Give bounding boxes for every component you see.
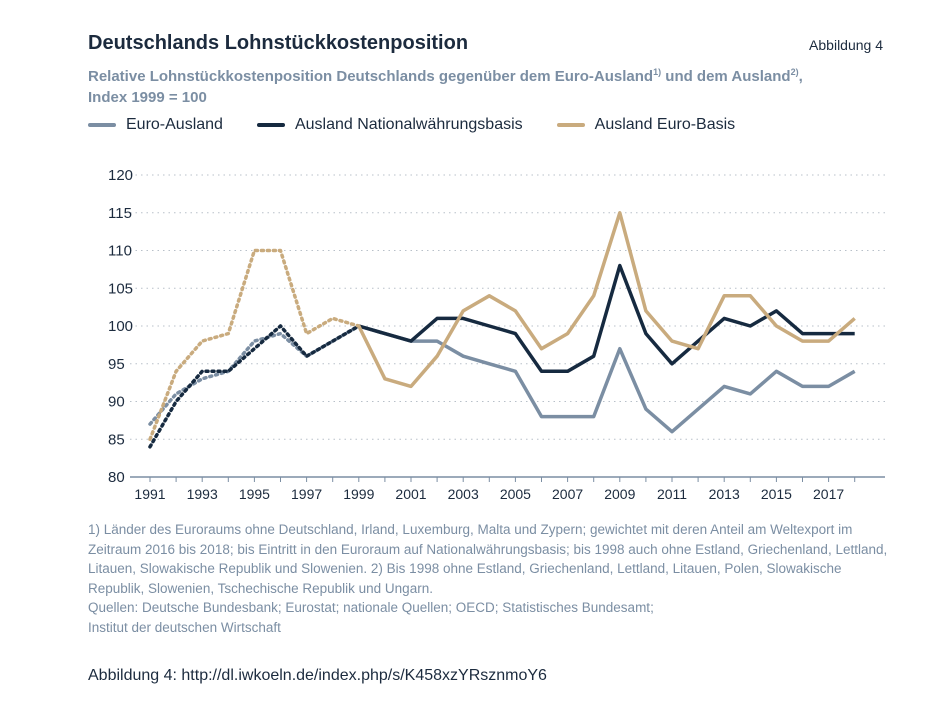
legend-swatch-ausland-national bbox=[256, 123, 285, 127]
line-chart: 80 85 90 95 100 105 110 115 120 1991 1993 1995 1997 1… bbox=[108, 167, 885, 502]
footnote: 1) Länder des Euroraums ohne Deutschland… bbox=[88, 520, 888, 637]
series-line-euro-ausland-dotted bbox=[148, 324, 361, 426]
legend-swatch-ausland-euro bbox=[556, 123, 585, 127]
x-tick-label: 2003 bbox=[448, 486, 479, 502]
series-line-ausland-euro-dotted bbox=[148, 248, 361, 442]
x-tick-label: 2015 bbox=[761, 486, 792, 502]
subtitle-footnote-ref-1: 1) bbox=[653, 67, 662, 77]
x-tick-label: 1991 bbox=[134, 486, 165, 502]
chart-legend: Euro-Ausland Ausland Nationalwährungsbas… bbox=[88, 116, 769, 134]
y-tick-label: 100 bbox=[108, 318, 133, 335]
legend-label-euro-ausland: Euro-Ausland bbox=[126, 116, 223, 133]
series-line-euro-ausland bbox=[358, 324, 856, 434]
subtitle-text-1: Relative Lohnstückkostenposition Deutsch… bbox=[88, 68, 654, 85]
y-tick-label: 120 bbox=[108, 167, 133, 184]
subtitle-text-2: und dem Ausland bbox=[661, 68, 791, 85]
y-tick-label: 80 bbox=[108, 469, 125, 486]
series-line-ausland-euro bbox=[357, 211, 856, 389]
x-tick-label: 2009 bbox=[604, 486, 635, 502]
chart-title: Deutschlands Lohnstückkostenposition bbox=[88, 32, 469, 54]
legend-item-euro-ausland: Euro-Ausland bbox=[88, 116, 223, 134]
y-tick-label: 105 bbox=[108, 280, 133, 297]
legend-swatch-euro-ausland bbox=[88, 123, 116, 127]
x-tick-label: 2001 bbox=[395, 486, 426, 502]
x-tick-label: 2017 bbox=[813, 486, 844, 502]
subtitle-text-3: , Index 1999 = 100 bbox=[88, 68, 803, 106]
x-tick-label: 2013 bbox=[709, 486, 740, 502]
y-tick-label: 115 bbox=[108, 205, 132, 222]
y-tick-label: 95 bbox=[108, 356, 125, 373]
x-tick-label: 2011 bbox=[657, 486, 687, 502]
chart-subtitle: Relative Lohnstückkostenposition Deutsch… bbox=[88, 62, 808, 108]
x-tick-label: 1995 bbox=[239, 486, 270, 502]
y-tick-label: 85 bbox=[108, 431, 125, 448]
legend-item-ausland-euro: Ausland Euro-Basis bbox=[556, 116, 736, 134]
series-line-ausland-national bbox=[358, 263, 855, 374]
x-tick-label: 2005 bbox=[500, 486, 531, 502]
x-tick-label: 1993 bbox=[187, 486, 218, 502]
subtitle-footnote-ref-2: 2) bbox=[790, 67, 799, 77]
series-line-ausland-national-dotted bbox=[148, 324, 361, 449]
x-tick-label: 2007 bbox=[552, 486, 583, 502]
figure-caption: Abbildung 4: http://dl.iwkoeln.de/index.… bbox=[88, 667, 547, 684]
y-tick-label: 90 bbox=[108, 394, 125, 411]
legend-item-ausland-national: Ausland Nationalwährungsbasis bbox=[256, 116, 523, 134]
legend-label-ausland-euro: Ausland Euro-Basis bbox=[594, 116, 736, 133]
figure-label: Abbildung 4 bbox=[809, 37, 883, 53]
footnote-sources: Quellen: Deutsche Bundesbank; Eurostat; … bbox=[88, 600, 654, 635]
footnote-text: 1) Länder des Euroraums ohne Deutschland… bbox=[88, 522, 888, 596]
x-tick-label: 1997 bbox=[291, 486, 322, 502]
y-tick-label: 110 bbox=[108, 243, 132, 260]
x-tick-label: 1999 bbox=[343, 486, 374, 502]
legend-label-ausland-national: Ausland Nationalwährungsbasis bbox=[294, 116, 523, 133]
